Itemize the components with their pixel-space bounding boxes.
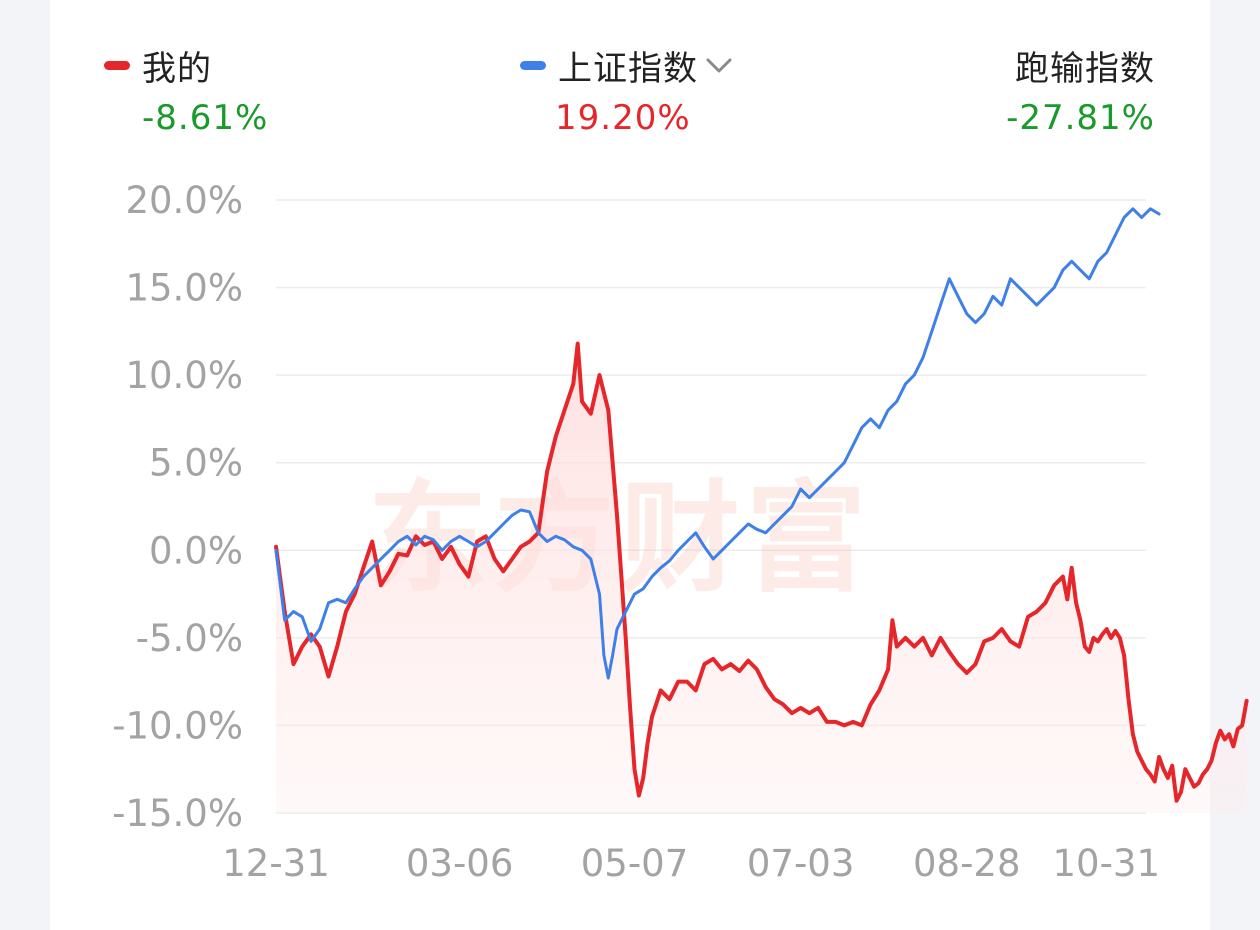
legend-benchmark: 跑输指数 -27.81%: [1006, 40, 1155, 139]
y-tick-label: -10.0%: [112, 704, 243, 747]
x-tick-label: 05-07: [581, 842, 689, 885]
y-tick-label: 5.0%: [149, 442, 243, 485]
chevron-down-icon[interactable]: [702, 48, 736, 82]
y-tick-label: -5.0%: [136, 617, 243, 660]
legend-mine-swatch: [104, 60, 130, 70]
legend-mine-label: 我的: [142, 48, 212, 89]
legend-index-selector[interactable]: 上证指数 19.20%: [520, 40, 736, 138]
y-tick-label: -15.0%: [112, 792, 243, 835]
legend-benchmark-label: 跑输指数: [1015, 48, 1155, 89]
series-area-0: [276, 343, 1247, 813]
series-line-0: [274, 341, 1249, 803]
x-tick-label: 08-28: [913, 842, 1021, 885]
y-tick-label: 20.0%: [125, 179, 243, 222]
legend-index-swatch: [520, 60, 546, 70]
y-tick-label: 15.0%: [125, 267, 243, 310]
x-tick-label: 03-06: [406, 842, 514, 885]
legend-index-label: 上证指数: [558, 48, 698, 89]
x-tick-label: 07-03: [747, 842, 855, 885]
legend-mine[interactable]: 我的 -8.61%: [104, 40, 268, 138]
legend-benchmark-value: -27.81%: [1006, 98, 1155, 138]
y-tick-label: 0.0%: [149, 529, 243, 572]
x-tick-label: 12-31: [222, 842, 330, 885]
series-line-1: [274, 207, 1161, 680]
legend-index-value: 19.20%: [555, 98, 691, 138]
x-tick-label: 10-31: [1052, 842, 1160, 885]
legend-mine-value: -8.61%: [142, 98, 269, 138]
y-tick-label: 10.0%: [125, 354, 243, 397]
